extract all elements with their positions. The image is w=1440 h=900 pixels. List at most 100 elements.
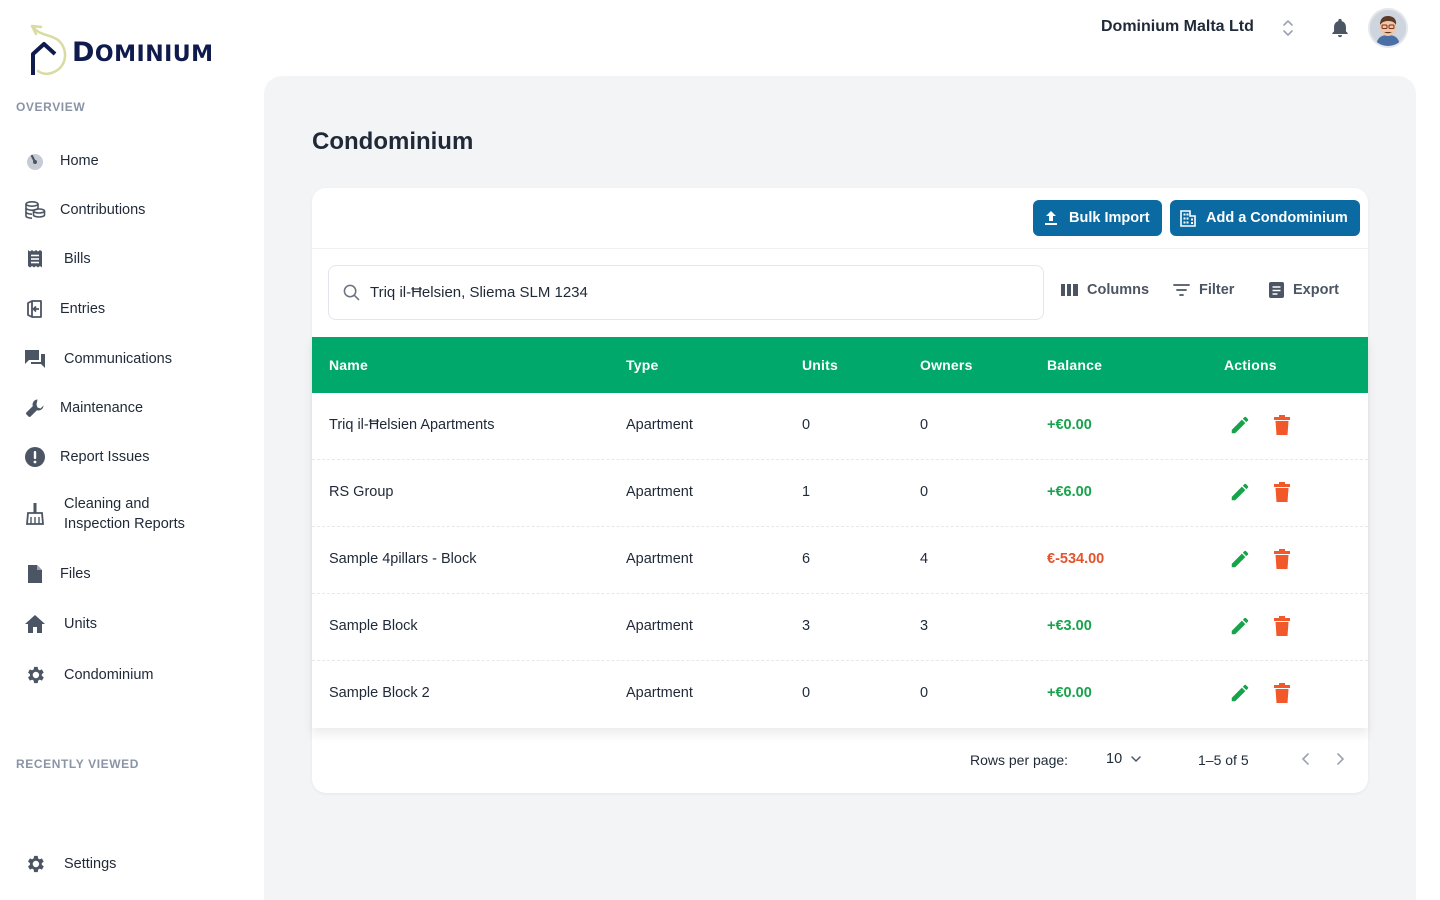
main-content: Condominium Bulk Import Add a Condominiu… xyxy=(264,76,1416,900)
export-icon xyxy=(1269,282,1284,298)
filter-icon xyxy=(1173,283,1190,297)
sidebar-item-settings[interactable]: Settings xyxy=(22,851,116,877)
entry-icon xyxy=(22,296,48,322)
bulk-import-label: Bulk Import xyxy=(1069,210,1150,226)
sidebar-item-label: Cleaning and Inspection Reports xyxy=(64,496,185,533)
cell-type: Apartment xyxy=(626,484,693,500)
cell-units: 0 xyxy=(802,417,811,433)
cell-type: Apartment xyxy=(626,618,693,634)
sidebar-item-label: Condominium xyxy=(64,666,154,683)
delete-icon[interactable] xyxy=(1273,481,1291,503)
delete-icon[interactable] xyxy=(1273,682,1291,704)
rows-per-page-select[interactable]: 10 xyxy=(1106,751,1142,767)
cell-balance: +€0.00 xyxy=(1047,417,1092,433)
brand-logo[interactable]: DOMINIUM xyxy=(28,20,214,78)
table-row[interactable]: Sample Block 2 Apartment 0 0 +€0.00 xyxy=(312,661,1368,728)
sidebar-item-label: Settings xyxy=(64,855,117,872)
cell-balance: +€6.00 xyxy=(1047,484,1092,500)
cell-owners: 0 xyxy=(920,417,929,433)
chat-icon xyxy=(22,346,48,372)
sidebar-item-report-issues[interactable]: Report Issues xyxy=(22,444,149,470)
edit-icon[interactable] xyxy=(1229,548,1251,570)
filter-button[interactable]: Filter xyxy=(1173,282,1234,298)
wrench-icon xyxy=(22,395,48,421)
file-icon xyxy=(22,561,48,587)
table-row[interactable]: Sample 4pillars - Block Apartment 6 4 €-534.… xyxy=(312,527,1368,594)
delete-icon[interactable] xyxy=(1273,615,1291,637)
gear-icon xyxy=(22,662,48,688)
brand-name: DOMINIUM xyxy=(72,37,214,68)
sidebar-item-entries[interactable]: Entries xyxy=(22,296,105,322)
cell-name: Sample 4pillars - Block xyxy=(329,551,477,567)
building-icon xyxy=(1180,209,1196,227)
cell-name: Sample Block 2 xyxy=(329,685,430,701)
cell-owners: 0 xyxy=(920,484,929,500)
table-pagination: Rows per page: 10 1–5 of 5 xyxy=(312,748,1368,778)
column-header-balance[interactable]: Balance xyxy=(1047,357,1103,373)
table-header: Name Type Units Owners Balance Actions xyxy=(312,337,1368,393)
cell-owners: 0 xyxy=(920,685,929,701)
sidebar-item-label: Contributions xyxy=(60,201,146,218)
house-logo-icon xyxy=(30,24,67,76)
sidebar-item-label: Communications xyxy=(64,350,172,367)
add-condominium-label: Add a Condominium xyxy=(1206,210,1348,226)
sidebar-item-communications[interactable]: Communications xyxy=(22,346,172,372)
chevron-left-icon xyxy=(1301,753,1309,765)
table-row[interactable]: Sample Block Apartment 3 3 +€3.00 xyxy=(312,594,1368,661)
previous-page-button[interactable] xyxy=(1299,750,1313,768)
edit-icon[interactable] xyxy=(1229,682,1251,704)
cell-name: RS Group xyxy=(329,484,394,500)
cell-name: Triq il-Ħelsien Apartments xyxy=(329,417,495,433)
recently-viewed-section-label: RECENTLY VIEWED xyxy=(16,757,140,771)
cell-type: Apartment xyxy=(626,551,693,567)
sidebar-item-label: Bills xyxy=(64,250,91,267)
sidebar-item-maintenance[interactable]: Maintenance xyxy=(22,395,143,421)
cell-balance: +€0.00 xyxy=(1047,685,1092,701)
notifications-bell-icon[interactable] xyxy=(1329,17,1351,44)
search-box[interactable] xyxy=(328,265,1044,320)
sidebar-item-cleaning-inspection[interactable]: Cleaning and Inspection Reports xyxy=(22,494,185,535)
sidebar-item-condominium[interactable]: Condominium xyxy=(22,662,153,688)
sidebar-item-bills[interactable]: Bills xyxy=(22,246,91,272)
search-icon xyxy=(343,284,360,301)
user-avatar[interactable] xyxy=(1368,8,1408,48)
sidebar-item-units[interactable]: Units xyxy=(22,611,97,637)
bulk-import-button[interactable]: Bulk Import xyxy=(1033,200,1162,236)
column-header-type[interactable]: Type xyxy=(626,357,659,373)
add-condominium-button[interactable]: Add a Condominium xyxy=(1170,200,1360,236)
column-header-owners[interactable]: Owners xyxy=(920,357,973,373)
org-switcher-icon[interactable] xyxy=(1280,18,1296,43)
rows-per-page-label: Rows per page: xyxy=(970,752,1069,768)
cell-balance: €-534.00 xyxy=(1047,551,1105,567)
upload-icon xyxy=(1043,210,1059,226)
sidebar-item-home[interactable]: Home xyxy=(22,148,99,174)
next-page-button[interactable] xyxy=(1333,750,1347,768)
cell-name: Sample Block xyxy=(329,618,418,634)
table-row[interactable]: RS Group Apartment 1 0 +€6.00 xyxy=(312,460,1368,527)
edit-icon[interactable] xyxy=(1229,615,1251,637)
cell-units: 3 xyxy=(802,618,811,634)
column-header-units[interactable]: Units xyxy=(802,357,838,373)
cell-owners: 3 xyxy=(920,618,929,634)
cell-type: Apartment xyxy=(626,417,693,433)
chevron-right-icon xyxy=(1337,753,1345,765)
sidebar-item-files[interactable]: Files xyxy=(22,561,91,587)
column-header-name[interactable]: Name xyxy=(329,357,368,373)
sidebar-item-contributions[interactable]: Contributions xyxy=(22,197,145,223)
broom-icon xyxy=(22,501,48,527)
export-button[interactable]: Export xyxy=(1269,282,1339,298)
search-input[interactable] xyxy=(370,284,1010,301)
delete-icon[interactable] xyxy=(1273,548,1291,570)
organization-name[interactable]: Dominium Malta Ltd xyxy=(1101,18,1254,35)
filter-label: Filter xyxy=(1199,282,1235,298)
sidebar-item-label: Report Issues xyxy=(60,448,150,465)
table-row[interactable]: Triq il-Ħelsien Apartments Apartment 0 0 +€0… xyxy=(312,393,1368,460)
edit-icon[interactable] xyxy=(1229,481,1251,503)
gauge-icon xyxy=(22,148,48,174)
export-label: Export xyxy=(1293,282,1339,298)
delete-icon[interactable] xyxy=(1273,414,1291,436)
columns-button[interactable]: Columns xyxy=(1061,282,1149,298)
receipt-icon xyxy=(22,246,48,272)
sidebar-item-label: Home xyxy=(60,152,99,169)
edit-icon[interactable] xyxy=(1229,414,1251,436)
